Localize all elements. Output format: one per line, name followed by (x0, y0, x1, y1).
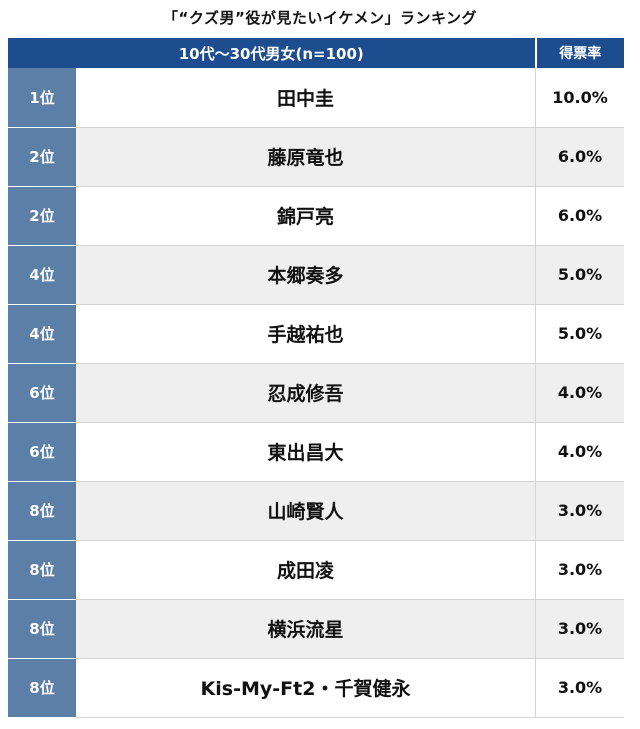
rank-cell: 4位 (8, 245, 76, 305)
column-header-vote-rate: 得票率 (535, 38, 624, 68)
score-cell: 5.0% (535, 304, 624, 364)
name-cell: 成田凌 (76, 540, 536, 600)
name-cell: 錦戸亮 (76, 186, 536, 246)
rank-cell: 2位 (8, 127, 76, 187)
score-cell: 4.0% (535, 422, 624, 482)
score-cell: 4.0% (535, 363, 624, 423)
table-row: 6位 忍成修吾 4.0% (8, 363, 624, 423)
table-header-row: 10代〜30代男女(n=100) 得票率 (8, 38, 624, 68)
rank-cell: 4位 (8, 304, 76, 364)
name-cell: 藤原竜也 (76, 127, 536, 187)
name-cell: 手越祐也 (76, 304, 536, 364)
table-row: 8位 成田凌 3.0% (8, 540, 624, 600)
name-cell: 横浜流星 (76, 599, 536, 659)
table-row: 8位 山崎賢人 3.0% (8, 481, 624, 541)
table-row: 1位 田中圭 10.0% (8, 68, 624, 128)
table-row: 8位 Kis-My-Ft2・千賀健永 3.0% (8, 658, 624, 718)
name-cell: 田中圭 (76, 68, 536, 128)
table-row: 4位 手越祐也 5.0% (8, 304, 624, 364)
table-row: 8位 横浜流星 3.0% (8, 599, 624, 659)
score-cell: 10.0% (535, 68, 624, 128)
column-header-respondents: 10代〜30代男女(n=100) (8, 38, 537, 68)
rank-cell: 8位 (8, 481, 76, 541)
score-cell: 3.0% (535, 599, 624, 659)
table-row: 2位 藤原竜也 6.0% (8, 127, 624, 187)
name-cell: 東出昌大 (76, 422, 536, 482)
score-cell: 3.0% (535, 658, 624, 718)
table-row: 6位 東出昌大 4.0% (8, 422, 624, 482)
score-cell: 3.0% (535, 540, 624, 600)
score-cell: 6.0% (535, 186, 624, 246)
table-body: 1位 田中圭 10.0% 2位 藤原竜也 6.0% 2位 錦戸亮 6.0% 4位… (8, 68, 624, 718)
name-cell: 忍成修吾 (76, 363, 536, 423)
name-cell: 山崎賢人 (76, 481, 536, 541)
ranking-table: 10代〜30代男女(n=100) 得票率 1位 田中圭 10.0% 2位 藤原竜… (8, 38, 624, 718)
rank-cell: 8位 (8, 658, 76, 718)
rank-cell: 8位 (8, 540, 76, 600)
score-cell: 5.0% (535, 245, 624, 305)
score-cell: 6.0% (535, 127, 624, 187)
rank-cell: 2位 (8, 186, 76, 246)
rank-cell: 1位 (8, 68, 76, 128)
rank-cell: 6位 (8, 422, 76, 482)
rank-cell: 6位 (8, 363, 76, 423)
chart-title: 「“クズ男”役が見たいイケメン」ランキング (162, 9, 478, 27)
table-row: 4位 本郷奏多 5.0% (8, 245, 624, 305)
rank-cell: 8位 (8, 599, 76, 659)
score-cell: 3.0% (535, 481, 624, 541)
name-cell: 本郷奏多 (76, 245, 536, 305)
table-row: 2位 錦戸亮 6.0% (8, 186, 624, 246)
name-cell: Kis-My-Ft2・千賀健永 (76, 658, 536, 718)
